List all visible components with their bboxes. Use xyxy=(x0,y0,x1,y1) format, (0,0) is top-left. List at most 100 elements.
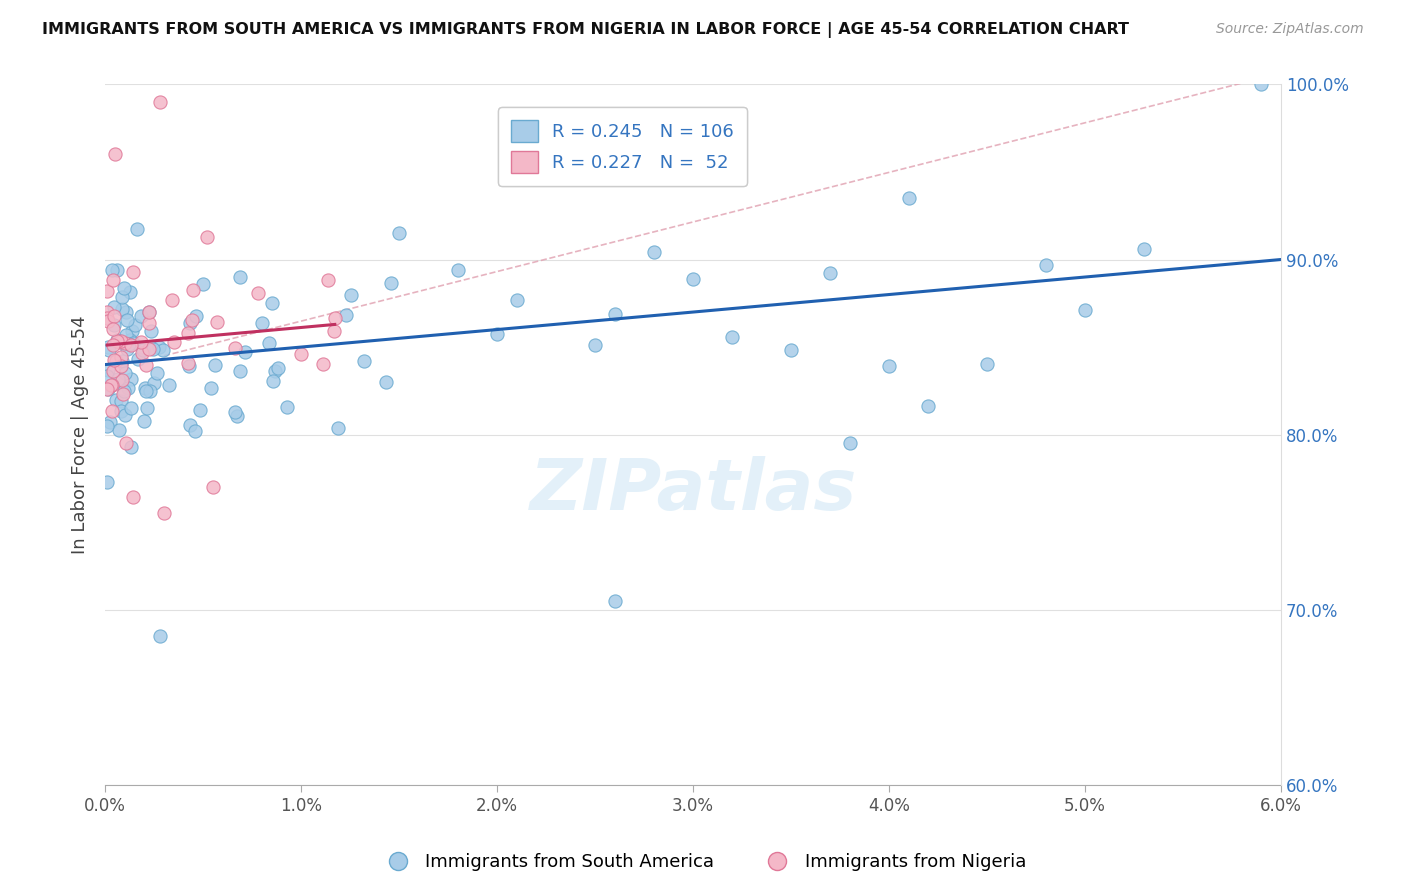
Point xyxy=(340,287,363,301)
Point xyxy=(328,421,350,435)
Point xyxy=(114,436,136,450)
Point xyxy=(181,283,204,297)
Point xyxy=(262,374,284,388)
Point xyxy=(246,286,269,301)
Point xyxy=(1250,78,1272,92)
Point xyxy=(112,281,135,295)
Point xyxy=(122,336,145,351)
Point xyxy=(110,404,132,418)
Point xyxy=(148,340,170,354)
Point xyxy=(335,308,357,322)
Point xyxy=(107,372,129,386)
Point xyxy=(97,382,120,396)
Point xyxy=(188,403,211,417)
Point xyxy=(323,311,346,326)
Point xyxy=(506,293,529,308)
Point xyxy=(138,342,160,356)
Point xyxy=(583,338,606,352)
Point xyxy=(134,414,156,428)
Point xyxy=(224,405,246,419)
Point xyxy=(205,315,228,329)
Point xyxy=(118,285,141,299)
Point xyxy=(322,325,344,339)
Point xyxy=(264,364,287,378)
Point xyxy=(1133,242,1156,256)
Point xyxy=(112,387,135,401)
Point xyxy=(111,354,134,368)
Point xyxy=(177,359,200,373)
Point xyxy=(96,310,118,325)
Point xyxy=(225,409,247,424)
Point xyxy=(127,351,149,366)
Point xyxy=(114,336,136,351)
Point xyxy=(118,333,141,347)
Point xyxy=(121,265,143,279)
Point xyxy=(100,378,122,392)
Point xyxy=(131,345,153,359)
Point xyxy=(120,440,142,454)
Point xyxy=(250,316,273,330)
Point xyxy=(152,343,174,357)
Point xyxy=(101,404,124,418)
Point xyxy=(114,366,136,380)
Point xyxy=(96,475,118,489)
Point xyxy=(110,394,132,409)
Legend: R = 0.245   N = 106, R = 0.227   N =  52: R = 0.245 N = 106, R = 0.227 N = 52 xyxy=(498,107,747,186)
Point xyxy=(120,338,142,352)
Text: ZIPatlas: ZIPatlas xyxy=(530,456,856,525)
Point xyxy=(1074,302,1097,317)
Point xyxy=(181,312,204,326)
Point xyxy=(375,376,398,390)
Point xyxy=(229,269,252,284)
Point xyxy=(110,334,132,348)
Point xyxy=(105,334,128,349)
Point xyxy=(125,221,148,235)
Point xyxy=(124,318,146,332)
Point xyxy=(129,334,152,349)
Point xyxy=(114,304,136,318)
Point xyxy=(179,417,201,432)
Point xyxy=(149,629,172,643)
Point xyxy=(134,381,156,395)
Point xyxy=(105,392,128,407)
Point xyxy=(101,364,124,378)
Point xyxy=(195,230,218,244)
Point xyxy=(97,340,120,354)
Text: IMMIGRANTS FROM SOUTH AMERICA VS IMMIGRANTS FROM NIGERIA IN LABOR FORCE | AGE 45: IMMIGRANTS FROM SOUTH AMERICA VS IMMIGRA… xyxy=(42,22,1129,38)
Point xyxy=(108,335,131,350)
Point xyxy=(157,377,180,392)
Point xyxy=(129,309,152,323)
Point xyxy=(138,316,160,330)
Point xyxy=(103,309,125,323)
Point xyxy=(311,358,333,372)
Point xyxy=(111,301,134,316)
Point xyxy=(135,384,157,398)
Text: Source: ZipAtlas.com: Source: ZipAtlas.com xyxy=(1216,22,1364,37)
Point xyxy=(191,277,214,291)
Point xyxy=(897,191,920,205)
Point xyxy=(838,436,860,450)
Point xyxy=(105,333,128,347)
Point xyxy=(104,147,127,161)
Point xyxy=(117,381,139,395)
Point xyxy=(353,354,375,368)
Point xyxy=(121,490,143,504)
Point xyxy=(682,272,704,286)
Point xyxy=(204,358,226,372)
Point xyxy=(1035,258,1057,272)
Point xyxy=(139,324,162,338)
Point xyxy=(138,305,160,319)
Point xyxy=(142,342,165,356)
Point xyxy=(486,327,509,342)
Point xyxy=(146,366,169,380)
Point xyxy=(97,313,120,327)
Point xyxy=(114,408,136,422)
Point xyxy=(917,399,939,413)
Y-axis label: In Labor Force | Age 45-54: In Labor Force | Age 45-54 xyxy=(72,315,89,554)
Point xyxy=(96,304,118,318)
Point xyxy=(136,401,159,415)
Point xyxy=(388,226,411,240)
Point xyxy=(153,507,176,521)
Point xyxy=(115,328,138,343)
Point xyxy=(721,330,744,344)
